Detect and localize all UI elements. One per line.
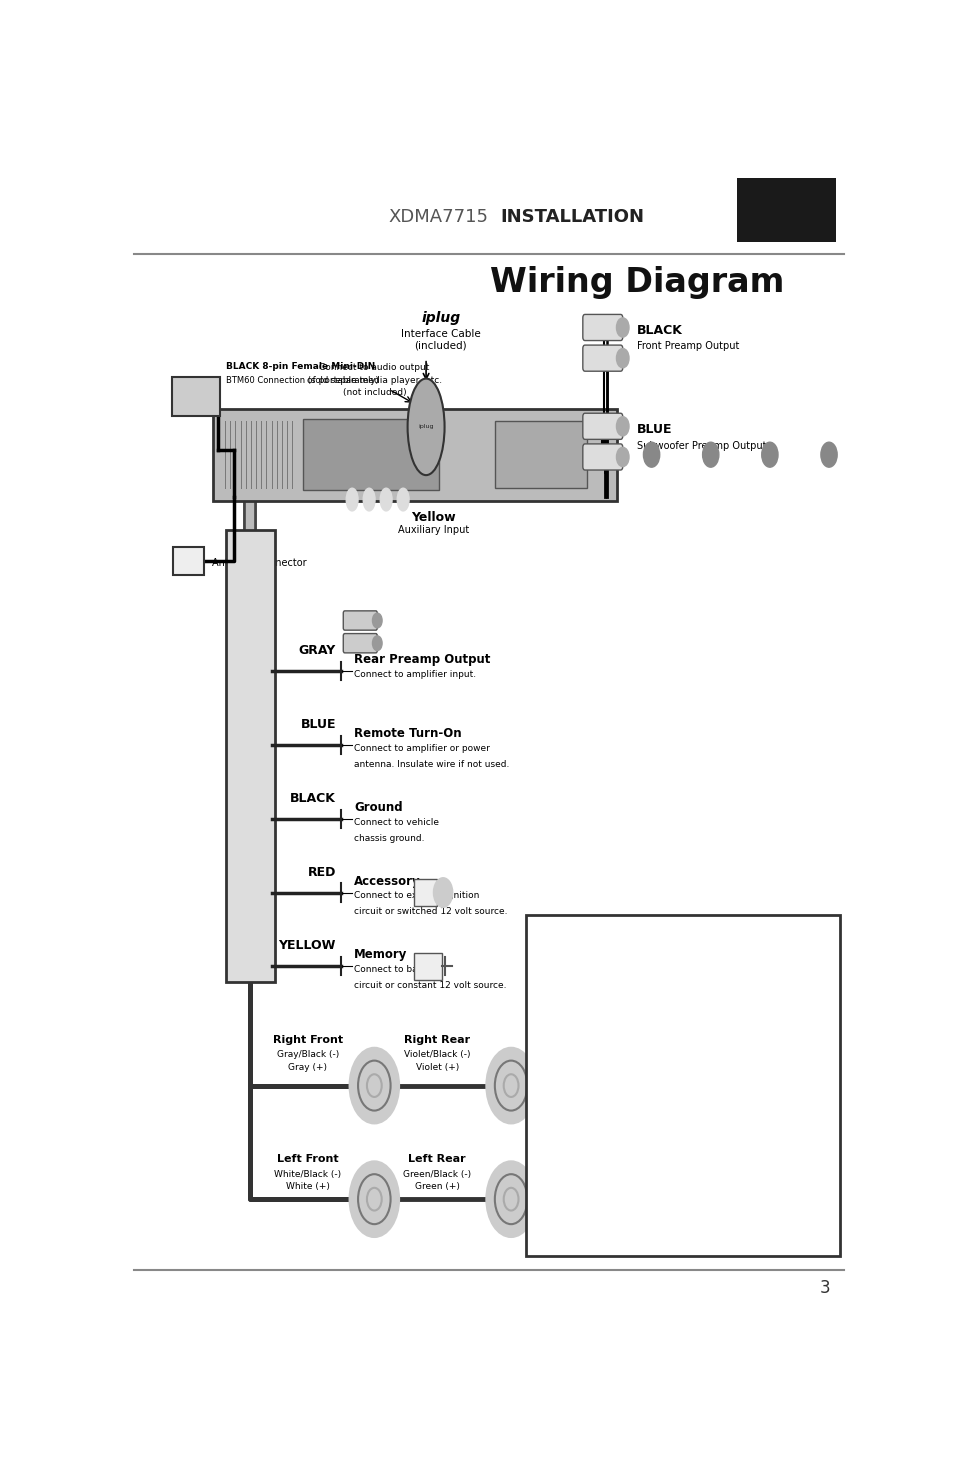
- Text: Gray (+): Gray (+): [288, 1063, 327, 1072]
- Circle shape: [616, 416, 628, 437]
- FancyBboxPatch shape: [525, 914, 840, 1257]
- Text: Using an incorrect fuse: Using an incorrect fuse: [544, 1069, 664, 1080]
- Text: RED: RED: [307, 866, 335, 879]
- Text: Front Preamp Output: Front Preamp Output: [637, 341, 739, 351]
- Text: BTM60 Connection (sold separately): BTM60 Connection (sold separately): [226, 376, 378, 385]
- Circle shape: [701, 442, 719, 468]
- Text: Connect to amplifier input.: Connect to amplifier input.: [354, 670, 476, 678]
- Text: When replacing the fuse,: When replacing the fuse,: [544, 974, 675, 984]
- Text: Connect to vehicle: Connect to vehicle: [354, 817, 439, 826]
- Text: Yellow: Yellow: [411, 512, 456, 524]
- Text: Auxiliary Input: Auxiliary Input: [397, 525, 469, 535]
- Text: FUSE: FUSE: [546, 940, 606, 959]
- Text: Rear Preamp Output: Rear Preamp Output: [354, 653, 490, 667]
- Text: 10 amp ATM fuse located: 10 amp ATM fuse located: [544, 1165, 676, 1174]
- Text: beside the wiring connector.: beside the wiring connector.: [544, 1196, 692, 1207]
- Text: Left Rear: Left Rear: [408, 1155, 465, 1164]
- Text: Connect to battery: Connect to battery: [354, 965, 439, 975]
- Text: Ground: Ground: [354, 801, 402, 814]
- Circle shape: [486, 1162, 535, 1236]
- Text: Green/Black (-): Green/Black (-): [403, 1170, 471, 1179]
- Text: The XDMA7715 uses one: The XDMA7715 uses one: [544, 1133, 674, 1143]
- Text: Memory: Memory: [354, 948, 407, 962]
- Circle shape: [616, 348, 628, 367]
- Text: BLUE: BLUE: [300, 718, 335, 732]
- Text: Violet (+): Violet (+): [416, 1063, 458, 1072]
- FancyBboxPatch shape: [582, 345, 622, 372]
- FancyBboxPatch shape: [172, 378, 219, 416]
- Text: Wiring Diagram: Wiring Diagram: [489, 266, 783, 299]
- Text: GRAY: GRAY: [298, 645, 335, 656]
- Text: Right Rear: Right Rear: [404, 1035, 470, 1046]
- Text: BLACK: BLACK: [637, 324, 682, 336]
- FancyBboxPatch shape: [413, 879, 436, 906]
- Text: make sure new fuse is the: make sure new fuse is the: [544, 1006, 680, 1016]
- Ellipse shape: [363, 488, 375, 510]
- FancyBboxPatch shape: [302, 419, 438, 491]
- Circle shape: [616, 447, 628, 466]
- FancyBboxPatch shape: [226, 530, 274, 982]
- Text: circuit or switched 12 volt source.: circuit or switched 12 volt source.: [354, 907, 507, 916]
- Text: Connect to audio output: Connect to audio output: [319, 363, 429, 372]
- Circle shape: [486, 1049, 535, 1122]
- Ellipse shape: [346, 488, 357, 510]
- FancyBboxPatch shape: [173, 547, 204, 574]
- Circle shape: [616, 317, 628, 338]
- Text: Right Front: Right Front: [273, 1035, 342, 1046]
- Text: could damage the radio.: could damage the radio.: [544, 1100, 672, 1111]
- Text: (not included): (not included): [342, 388, 406, 397]
- Text: 3: 3: [820, 1279, 830, 1297]
- Text: Gray/Black (-): Gray/Black (-): [276, 1050, 338, 1059]
- FancyBboxPatch shape: [495, 422, 586, 488]
- Text: BLACK: BLACK: [290, 792, 335, 805]
- Text: Remote Turn-On: Remote Turn-On: [354, 727, 461, 740]
- Ellipse shape: [407, 379, 444, 475]
- Text: Accessory: Accessory: [354, 875, 420, 888]
- Circle shape: [760, 442, 778, 468]
- Ellipse shape: [380, 488, 392, 510]
- Text: of portable media player, etc.: of portable media player, etc.: [307, 376, 441, 385]
- Text: White/Black (-): White/Black (-): [274, 1170, 341, 1179]
- Text: Green (+): Green (+): [415, 1181, 459, 1192]
- Text: BLACK 8-pin Female Mini-DIN: BLACK 8-pin Female Mini-DIN: [226, 363, 375, 372]
- Text: (included): (included): [415, 341, 467, 350]
- FancyBboxPatch shape: [343, 611, 376, 630]
- Text: Connect to existing ignition: Connect to existing ignition: [354, 891, 479, 900]
- Text: correct type and amperage.: correct type and amperage.: [544, 1037, 690, 1047]
- Circle shape: [350, 1162, 398, 1236]
- Text: Dual: Dual: [759, 201, 812, 220]
- Text: iplug: iplug: [421, 311, 460, 324]
- FancyBboxPatch shape: [343, 634, 376, 653]
- Text: BLUE: BLUE: [637, 423, 672, 435]
- FancyBboxPatch shape: [413, 953, 442, 979]
- Circle shape: [372, 636, 382, 650]
- Circle shape: [433, 878, 453, 907]
- FancyBboxPatch shape: [736, 178, 836, 242]
- Text: chassis ground.: chassis ground.: [354, 833, 424, 842]
- Text: White (+): White (+): [286, 1181, 330, 1192]
- Text: Violet/Black (-): Violet/Black (-): [403, 1050, 470, 1059]
- FancyBboxPatch shape: [582, 413, 622, 440]
- Text: Interface Cable: Interface Cable: [400, 329, 480, 339]
- FancyBboxPatch shape: [582, 444, 622, 471]
- Text: antenna. Insulate wire if not used.: antenna. Insulate wire if not used.: [354, 760, 509, 768]
- Text: Subwoofer Preamp Output: Subwoofer Preamp Output: [637, 441, 765, 451]
- Circle shape: [642, 442, 659, 468]
- Text: INSTALLATION: INSTALLATION: [499, 208, 643, 226]
- Circle shape: [350, 1049, 398, 1122]
- Text: Connect to amplifier or power: Connect to amplifier or power: [354, 743, 490, 752]
- Text: Left Front: Left Front: [276, 1155, 338, 1164]
- Circle shape: [372, 614, 382, 628]
- FancyBboxPatch shape: [213, 409, 617, 500]
- Text: circuit or constant 12 volt source.: circuit or constant 12 volt source.: [354, 981, 506, 990]
- FancyBboxPatch shape: [582, 314, 622, 341]
- Text: iplug: iplug: [418, 425, 434, 429]
- Circle shape: [820, 442, 837, 468]
- Text: YELLOW: YELLOW: [278, 940, 335, 953]
- Text: Antenna Connector: Antenna Connector: [212, 558, 306, 568]
- Ellipse shape: [396, 488, 409, 510]
- Text: XDMA7715: XDMA7715: [389, 208, 488, 226]
